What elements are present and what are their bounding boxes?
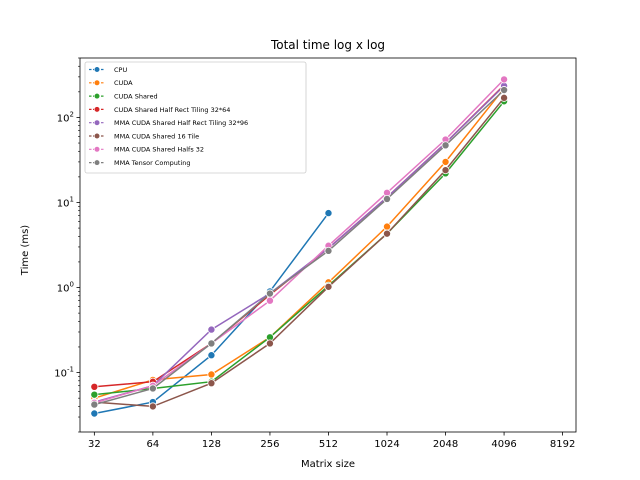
data-point [324,209,333,218]
legend-label: CPU [114,66,127,74]
x-tick-label: 1024 [374,439,399,450]
y-tick-label: 10-1 [54,366,74,380]
data-point [265,339,274,348]
legend-marker [93,132,101,140]
x-tick-label: 512 [319,439,338,450]
x-tick-label: 64 [147,439,160,450]
data-point [441,141,450,150]
legend: CPU CUDA CUDA Shared CUDA Shared Half Rect … [84,61,307,174]
data-point [441,157,450,166]
data-point [441,166,450,175]
y-tick-label: 102 [57,110,74,124]
legend-marker [93,79,101,86]
legend-entry: MMA Tensor Computing [89,159,191,167]
data-point [383,229,392,238]
legend-marker [93,159,101,166]
series-line [94,78,505,404]
x-axis: 32 64 128 256 512 1024 2048 4096 8192 [88,432,575,450]
data-point [324,282,333,291]
data-point [207,339,216,348]
data-point [148,384,157,393]
legend-entry: MMA CUDA Shared Halfs 32 [89,146,204,154]
legend-label: CUDA Shared [114,93,158,101]
legend-label: CUDA Shared Half Rect Tiling 32*64 [114,106,230,114]
chart-title: Total time log x log [270,38,385,52]
series-6 [90,93,509,411]
series-line [94,85,505,403]
legend-entry: CUDA Shared [89,93,158,101]
data-point [207,379,216,388]
y-axis: 10-1 100 101 102 [54,57,80,433]
data-point [148,402,157,411]
legend-box [84,61,307,174]
data-point [90,390,99,399]
legend-entry: CUDA [89,79,133,87]
data-point [500,93,509,102]
y-tick-label: 100 [57,281,74,295]
legend-marker [93,92,101,100]
legend-marker [93,146,101,153]
data-point [207,351,216,360]
data-point [90,409,99,418]
legend-label: MMA CUDA Shared Halfs 32 [114,146,204,154]
data-point [383,194,392,203]
legend-label: CUDA [114,79,133,87]
y-axis-label: Time (ms) [20,225,31,277]
x-tick-label: 8192 [550,439,575,450]
x-tick-label: 32 [88,439,101,450]
series-line [94,100,505,396]
data-point [265,289,274,298]
legend-entry: MMA CUDA Shared Half Rect Tiling 32*96 [89,119,248,127]
legend-entry: MMA CUDA Shared 16 Tile [89,132,199,140]
y-tick-label: 101 [57,195,74,209]
x-tick-label: 128 [202,439,221,450]
x-tick-label: 256 [260,439,279,450]
data-point [207,325,216,334]
data-point [383,222,392,231]
x-tick-label: 4096 [491,439,516,450]
plot-area [79,57,577,433]
legend-marker [93,119,101,126]
data-point [90,400,99,409]
plot-frame [79,57,577,433]
data-point [500,86,509,95]
legend-label: MMA CUDA Shared Half Rect Tiling 32*96 [114,119,248,127]
data-point [207,370,216,379]
series-line [94,97,505,408]
series-layer [90,75,509,418]
x-tick-label: 2048 [433,439,458,450]
x-axis-label: Matrix size [301,459,355,470]
data-point [90,382,99,391]
data-point [265,296,274,305]
series-line [94,89,505,406]
data-point [500,75,509,84]
data-point [324,246,333,255]
series-8 [90,86,509,409]
legend-entry: CUDA Shared Half Rect Tiling 32*64 [89,106,230,114]
legend-marker [93,106,101,113]
legend-label: MMA Tensor Computing [114,159,191,167]
legend-label: MMA CUDA Shared 16 Tile [114,132,199,140]
legend-entry: CPU [89,66,127,74]
legend-marker [93,66,101,73]
